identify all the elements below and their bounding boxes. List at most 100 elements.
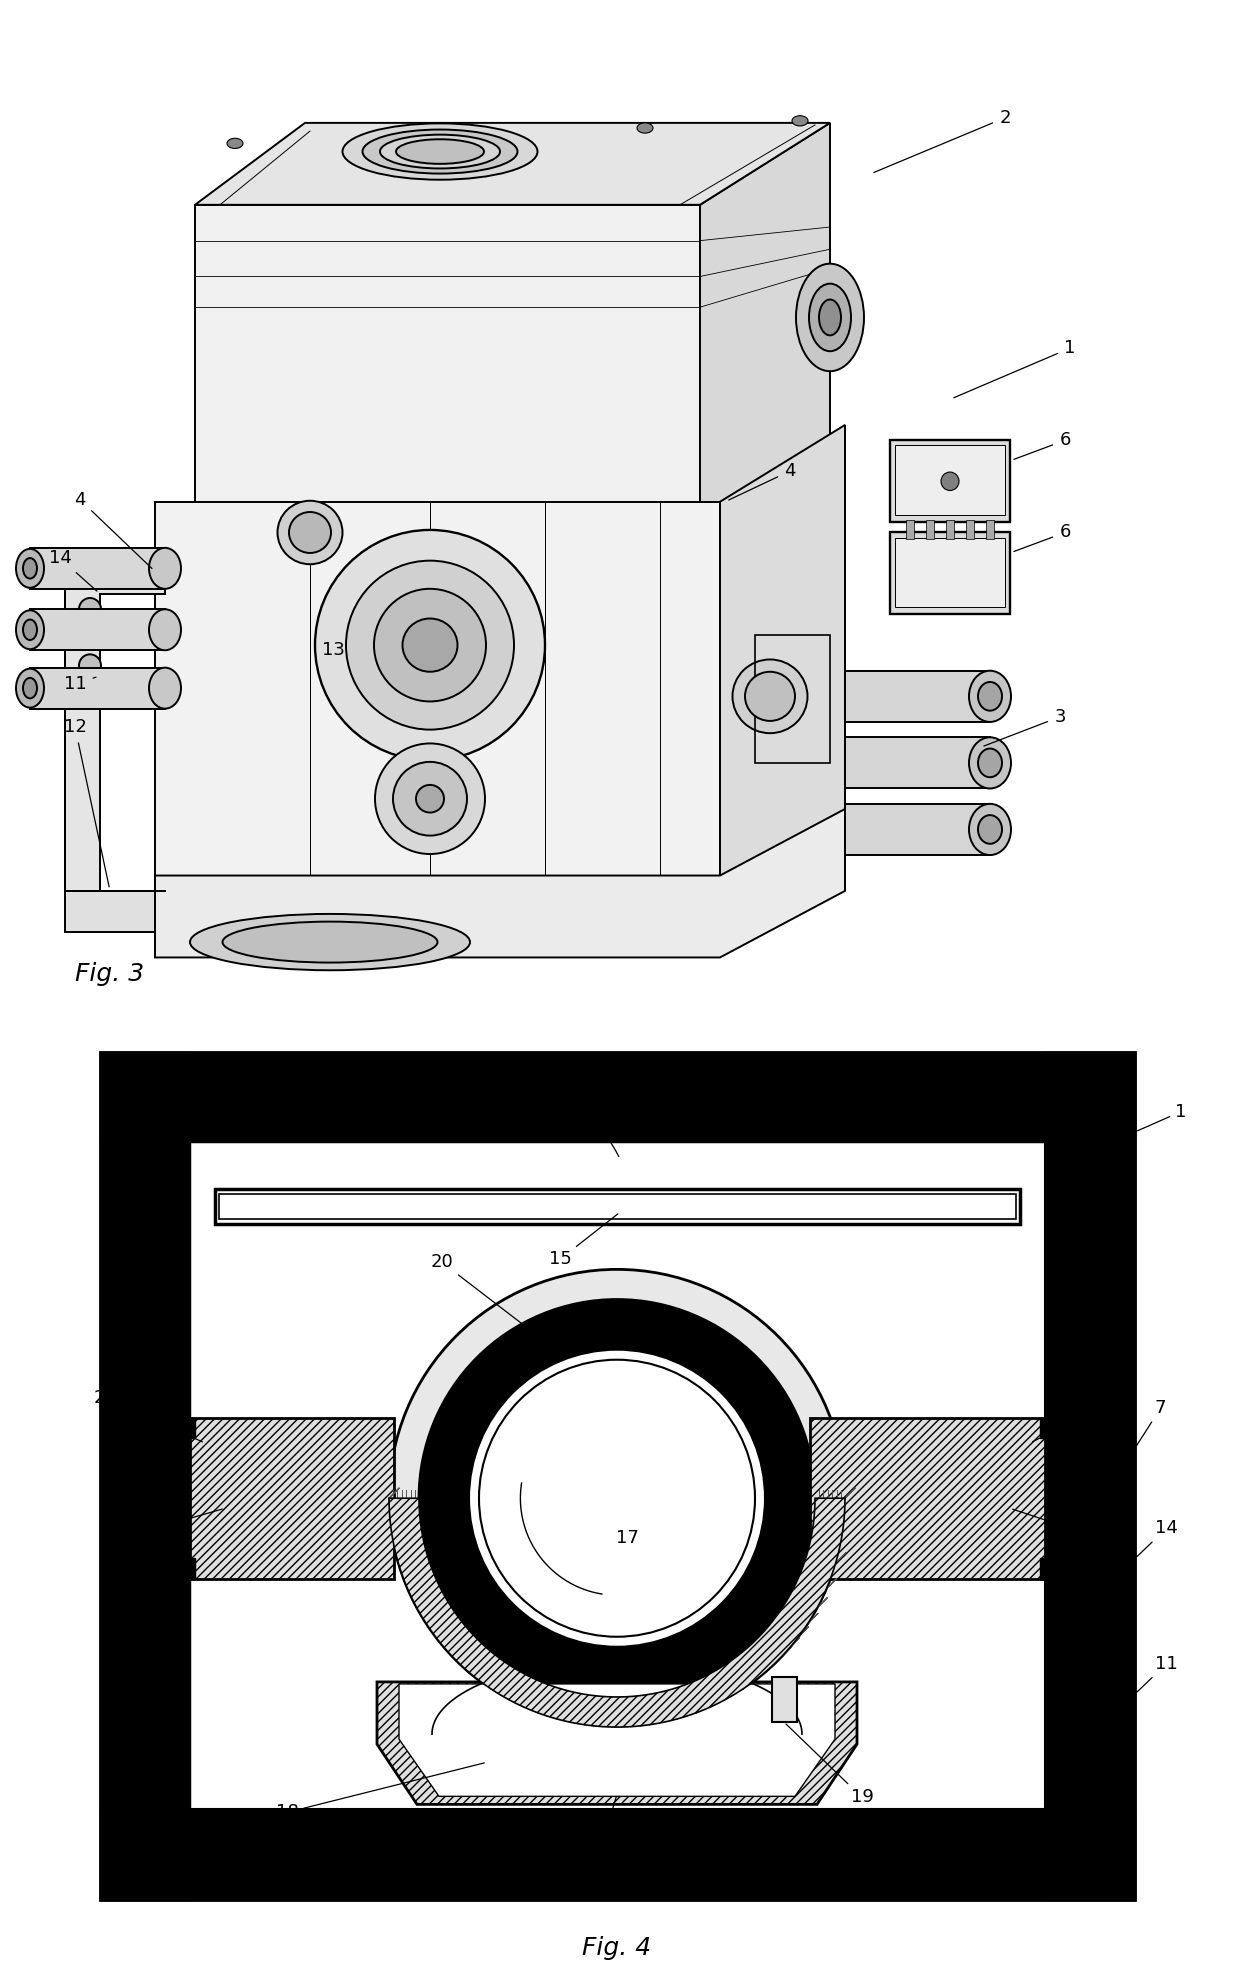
Text: 21: 21	[1013, 1509, 1111, 1547]
Bar	[190, 1559, 195, 1578]
Text: 20: 20	[430, 1253, 525, 1326]
Text: 5: 5	[529, 1073, 619, 1156]
Ellipse shape	[792, 116, 808, 126]
Ellipse shape	[968, 738, 1011, 789]
Bar	[190, 1419, 195, 1438]
Ellipse shape	[469, 1350, 765, 1647]
Polygon shape	[30, 548, 165, 588]
Text: 11: 11	[1137, 1655, 1178, 1693]
Ellipse shape	[403, 618, 458, 671]
Text: 15: 15	[548, 1213, 618, 1269]
Bar	[1045, 1052, 1135, 1900]
Text: 18: 18	[275, 1764, 485, 1821]
Ellipse shape	[24, 679, 37, 698]
Ellipse shape	[374, 744, 485, 854]
PathPatch shape	[389, 1498, 844, 1726]
Polygon shape	[810, 1419, 1045, 1578]
Text: 11: 11	[63, 675, 95, 693]
Polygon shape	[190, 1419, 394, 1578]
Bar	[1040, 1559, 1045, 1578]
Text: 4: 4	[729, 462, 796, 499]
Text: 21: 21	[109, 1509, 222, 1547]
Bar	[219, 1194, 1016, 1219]
Ellipse shape	[393, 762, 467, 837]
Ellipse shape	[16, 669, 43, 708]
Ellipse shape	[374, 588, 486, 702]
Text: 12: 12	[585, 1797, 616, 1868]
Text: 4: 4	[74, 491, 153, 568]
Bar	[986, 521, 994, 539]
Polygon shape	[844, 738, 990, 789]
Polygon shape	[377, 1681, 857, 1805]
Ellipse shape	[227, 138, 243, 148]
Polygon shape	[64, 892, 580, 931]
Ellipse shape	[818, 300, 841, 335]
Ellipse shape	[16, 548, 43, 588]
Polygon shape	[155, 501, 720, 892]
Ellipse shape	[941, 472, 959, 491]
Ellipse shape	[978, 683, 1002, 710]
Polygon shape	[844, 803, 990, 854]
Ellipse shape	[346, 560, 515, 730]
Text: 17: 17	[615, 1529, 639, 1547]
Ellipse shape	[315, 531, 546, 760]
Polygon shape	[890, 533, 1011, 614]
Ellipse shape	[24, 620, 37, 639]
Polygon shape	[30, 667, 165, 708]
Text: 2: 2	[1120, 1207, 1135, 1275]
Ellipse shape	[79, 598, 100, 621]
Bar	[946, 521, 954, 539]
Ellipse shape	[637, 122, 653, 132]
Text: 1: 1	[954, 339, 1075, 399]
Text: 19: 19	[786, 1724, 873, 1807]
Polygon shape	[155, 809, 844, 957]
Bar	[190, 1142, 1045, 1809]
Polygon shape	[701, 122, 830, 523]
Bar	[100, 1809, 1135, 1900]
Ellipse shape	[389, 1269, 844, 1726]
Ellipse shape	[149, 610, 181, 651]
Text: 12: 12	[63, 718, 109, 886]
Ellipse shape	[289, 513, 331, 552]
Ellipse shape	[968, 671, 1011, 722]
Text: 6: 6	[1014, 432, 1070, 460]
Ellipse shape	[796, 264, 864, 371]
Ellipse shape	[24, 558, 37, 578]
Ellipse shape	[968, 803, 1011, 854]
Ellipse shape	[479, 1359, 755, 1638]
Bar	[1040, 1419, 1045, 1438]
Polygon shape	[399, 1683, 835, 1795]
Text: 7: 7	[1137, 1399, 1167, 1446]
Ellipse shape	[16, 610, 43, 649]
Text: 14: 14	[1137, 1519, 1178, 1557]
Polygon shape	[195, 122, 830, 205]
Ellipse shape	[79, 655, 100, 677]
Text: 22: 22	[93, 1389, 202, 1442]
Polygon shape	[844, 671, 990, 722]
Text: 14: 14	[48, 548, 97, 592]
Text: 3: 3	[983, 708, 1065, 746]
Ellipse shape	[190, 913, 470, 971]
Polygon shape	[30, 610, 165, 651]
Bar	[100, 1052, 1135, 1900]
Bar	[215, 1190, 1021, 1223]
Polygon shape	[720, 424, 844, 892]
Ellipse shape	[362, 130, 517, 174]
Ellipse shape	[733, 659, 807, 734]
Text: 13: 13	[322, 641, 345, 659]
Text: 6: 6	[1014, 523, 1070, 552]
Ellipse shape	[978, 748, 1002, 777]
Ellipse shape	[149, 667, 181, 708]
Ellipse shape	[396, 140, 484, 164]
Polygon shape	[64, 562, 165, 892]
Text: Fig. 4: Fig. 4	[583, 1936, 651, 1959]
Polygon shape	[890, 440, 1011, 523]
Bar	[895, 537, 1004, 608]
Bar	[926, 521, 934, 539]
Ellipse shape	[278, 501, 342, 564]
Bar	[966, 521, 973, 539]
Ellipse shape	[978, 815, 1002, 844]
Ellipse shape	[808, 284, 851, 351]
Ellipse shape	[745, 671, 795, 720]
Text: 22: 22	[1033, 1389, 1131, 1442]
